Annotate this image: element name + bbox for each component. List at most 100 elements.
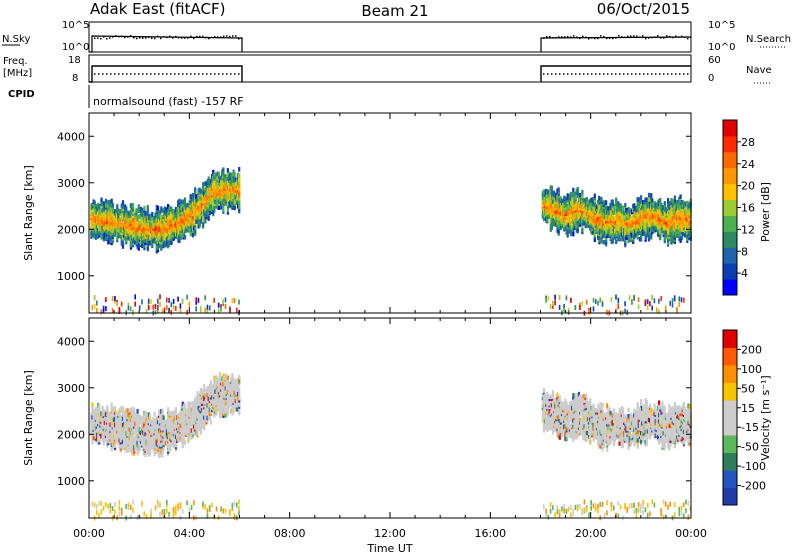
data-cell — [180, 199, 183, 205]
data-cell — [102, 419, 105, 425]
clutter-cell — [111, 308, 114, 314]
clutter-cell — [558, 304, 561, 310]
colorbar-block — [723, 135, 737, 153]
data-cell — [557, 204, 560, 209]
data-cell — [603, 210, 606, 215]
data-cell — [102, 232, 105, 238]
data-cell — [680, 200, 683, 205]
data-cell — [176, 219, 179, 225]
clutter-cell — [159, 301, 161, 307]
clutter-cell — [671, 302, 674, 308]
clutter-cell — [157, 304, 159, 310]
nsky-point — [226, 35, 228, 37]
data-cell — [667, 223, 670, 228]
colorbar-block — [723, 151, 737, 169]
data-cell — [182, 437, 185, 443]
data-cell — [174, 407, 178, 412]
clutter-cell — [565, 295, 568, 301]
nsky-point — [573, 35, 575, 37]
clutter-cell — [159, 294, 161, 300]
data-cell — [560, 219, 564, 225]
data-cell — [662, 205, 665, 210]
nsky-point — [205, 36, 207, 39]
data-cell — [211, 205, 214, 210]
data-cell — [547, 189, 550, 195]
data-cell — [141, 233, 144, 238]
data-cell — [638, 222, 641, 227]
clutter-cell — [217, 308, 220, 314]
freq-trace-2 — [540, 65, 691, 82]
data-cell — [199, 196, 202, 201]
data-cell — [179, 419, 182, 424]
data-cell — [127, 210, 130, 216]
colorbar-tick-label: 8 — [741, 245, 748, 258]
data-cell — [654, 221, 657, 226]
clutter-cell — [655, 307, 658, 313]
data-cell — [216, 175, 219, 181]
data-cell — [606, 206, 609, 211]
clutter-cell — [157, 308, 159, 314]
nsky-point — [588, 37, 590, 40]
clutter-cell — [224, 297, 227, 303]
data-cell — [572, 231, 575, 237]
colorbar-tick-label: 24 — [741, 158, 755, 171]
data-cell — [207, 176, 210, 182]
data-cell — [560, 211, 564, 216]
y-tick-label: 1000 — [57, 270, 85, 283]
clutter-cell — [664, 305, 667, 311]
data-cell — [120, 203, 123, 208]
data-cell — [144, 211, 147, 216]
data-cell — [151, 212, 154, 217]
nsky-point — [552, 36, 554, 39]
data-cell — [155, 447, 158, 453]
data-cell — [231, 197, 234, 202]
nsky-point — [130, 35, 132, 37]
data-cell — [168, 206, 171, 212]
date-title: 06/Oct/2015 — [597, 0, 690, 18]
data-cell — [190, 413, 193, 419]
nsky-point — [582, 35, 584, 38]
data-cell — [638, 236, 641, 242]
clutter-cell — [570, 297, 572, 303]
data-cell — [102, 201, 105, 206]
data-cell — [183, 417, 187, 422]
data-cell — [223, 184, 226, 189]
data-cell — [611, 239, 614, 244]
data-cell — [225, 176, 228, 181]
data-cell — [121, 445, 125, 451]
data-cell — [141, 207, 144, 213]
data-cell — [133, 222, 136, 228]
data-cell — [153, 411, 156, 417]
data-cell — [161, 452, 164, 458]
data-cell — [128, 435, 131, 440]
velocity-scatter — [90, 371, 692, 521]
data-cell — [627, 230, 630, 235]
data-cell — [203, 209, 206, 214]
clutter-cell — [147, 298, 150, 304]
data-cell — [168, 242, 171, 247]
clutter-cell — [181, 298, 184, 304]
data-cell — [119, 406, 122, 411]
data-cell — [579, 192, 582, 198]
data-cell — [169, 214, 172, 219]
data-cell — [221, 179, 224, 185]
data-cell — [120, 228, 123, 234]
data-cell — [190, 417, 193, 423]
power-xticks — [88, 113, 692, 313]
data-cell — [557, 222, 560, 228]
data-cell — [191, 192, 194, 198]
data-cell — [168, 427, 171, 433]
nsky-point — [235, 35, 237, 37]
data-cell — [121, 410, 125, 415]
data-cell — [231, 174, 234, 179]
freq-unit: [MHz] — [3, 68, 32, 79]
data-cell — [156, 245, 160, 251]
nsky-point — [100, 37, 102, 40]
colorbar-tick-label: 28 — [741, 136, 755, 149]
data-cell — [203, 190, 206, 195]
data-cell — [545, 188, 548, 194]
data-cell — [152, 219, 155, 225]
data-cell — [647, 230, 651, 236]
nsky-point — [211, 36, 213, 39]
